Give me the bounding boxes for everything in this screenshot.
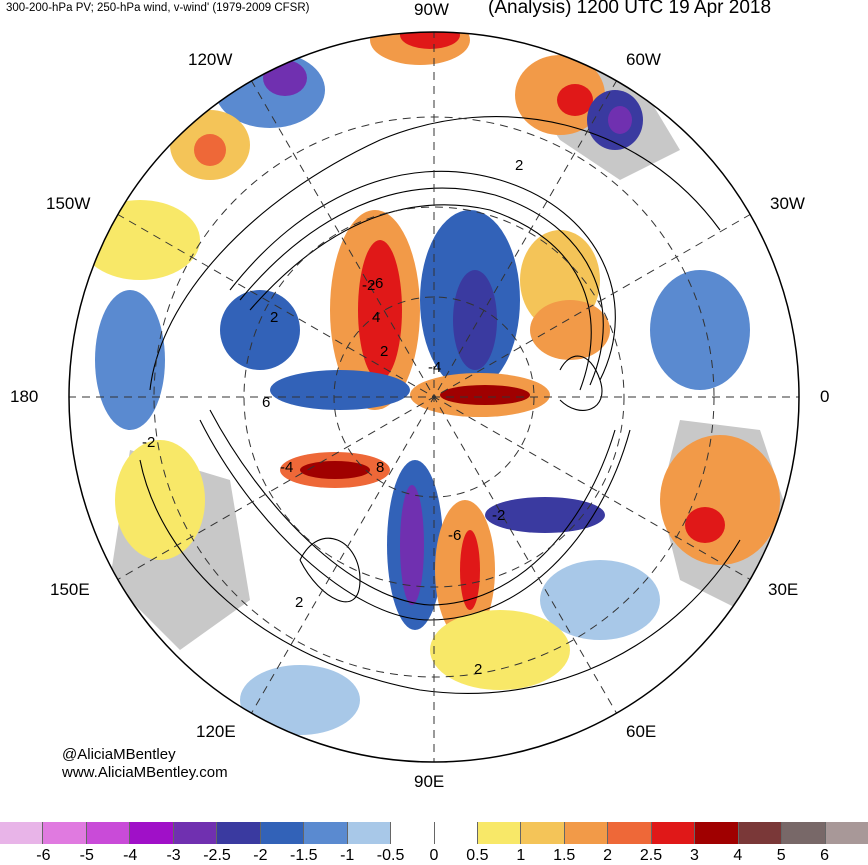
colorbar-tick-label: 0 (429, 847, 439, 864)
colorbar-swatch (86, 822, 131, 844)
title-left: 300-200-hPa PV; 250-hPa wind, v-wind' (1… (6, 2, 310, 14)
colorbar-swatch (130, 822, 174, 844)
lon-label-30w: 30W (770, 194, 805, 213)
lon-label-120e: 120E (196, 722, 236, 741)
contour-label: -6 (370, 275, 383, 292)
lon-label-60e: 60E (626, 722, 657, 741)
colorbar-tick-label: -0.5 (376, 847, 405, 864)
polar-map: 2 2 -2 6 -4 -2 -6 4 -4 8 -6 -2 2 2 2 (68, 31, 800, 763)
colorbar-tick-label: 4 (733, 847, 743, 864)
colorbar-swatch (304, 822, 348, 844)
contour-label: -6 (448, 527, 461, 544)
colorbar-tick-label: -4 (123, 847, 138, 864)
contour-label: -4 (428, 359, 441, 376)
colorbar-tick-label: 2.5 (639, 847, 663, 864)
contour-label: 2 (295, 594, 303, 611)
colorbar-swatch (738, 822, 783, 844)
colorbar-swatch (43, 822, 87, 844)
lon-label-90e: 90E (414, 772, 445, 791)
colorbar-swatch (391, 822, 435, 844)
contour-label: 2 (380, 343, 388, 360)
credit-twitter: @AliciaMBentley (62, 746, 176, 763)
credit-website: www.AliciaMBentley.com (62, 764, 228, 781)
contour-label: -4 (280, 459, 293, 476)
lon-label-120w: 120W (188, 50, 233, 69)
colorbar-tick-label: 1.5 (553, 847, 576, 864)
lon-label-0: 0 (820, 387, 830, 406)
colorbar-tick-label: 0.5 (466, 847, 489, 864)
colorbar-tick-label: 5 (776, 847, 786, 864)
colorbar-swatch (217, 822, 261, 844)
contour-label: 2 (474, 661, 482, 678)
colorbar-swatch (477, 822, 522, 844)
colorbar-swatch (347, 822, 392, 844)
lon-label-60w: 60W (626, 50, 661, 69)
colorbar-tick-label: 6 (820, 847, 830, 864)
colorbar (0, 822, 868, 844)
colorbar-swatch (434, 822, 478, 844)
colorbar-swatch (260, 822, 305, 844)
title-right: (Analysis) 1200 UTC 19 Apr 2018 (488, 0, 772, 18)
colorbar-tick-label: -1 (340, 847, 355, 864)
lon-label-150w: 150W (46, 194, 91, 213)
colorbar-swatch (695, 822, 739, 844)
colorbar-tick-label: -2 (253, 847, 268, 864)
colorbar-tick-label: -3 (166, 847, 181, 864)
contour-label: 2 (270, 309, 278, 326)
lon-label-30e: 30E (768, 580, 799, 599)
contour-label: 2 (515, 157, 523, 174)
contour-label: 6 (262, 394, 270, 411)
contour-label: -2 (362, 277, 375, 294)
colorbar-swatch (608, 822, 652, 844)
colorbar-swatch (564, 822, 609, 844)
colorbar-swatch (0, 822, 44, 844)
colorbar-swatch (825, 822, 868, 844)
colorbar-tick-label: -1.5 (290, 847, 318, 864)
colorbar-tick-label: -6 (36, 847, 51, 864)
colorbar-swatch (521, 822, 565, 844)
map-fill (69, 32, 799, 762)
colorbar-tick-label: 2 (603, 847, 613, 864)
map-border (68, 31, 800, 763)
contour-label: -2 (142, 434, 155, 451)
lon-label-90w: 90W (414, 0, 449, 19)
colorbar-tick-label: 3 (689, 847, 699, 864)
lon-label-180: 180 (10, 387, 39, 406)
colorbar-tick-label: -5 (79, 847, 94, 864)
lon-label-150e: 150E (50, 580, 90, 599)
colorbar-tick-label: -2.5 (203, 847, 231, 864)
colorbar-swatch (173, 822, 218, 844)
contour-label: 8 (376, 459, 384, 476)
contour-label: -2 (492, 507, 505, 524)
colorbar-tick-label: 1 (516, 847, 526, 864)
colorbar-swatch (782, 822, 826, 844)
colorbar-swatch (651, 822, 696, 844)
contour-label: 4 (372, 309, 380, 326)
